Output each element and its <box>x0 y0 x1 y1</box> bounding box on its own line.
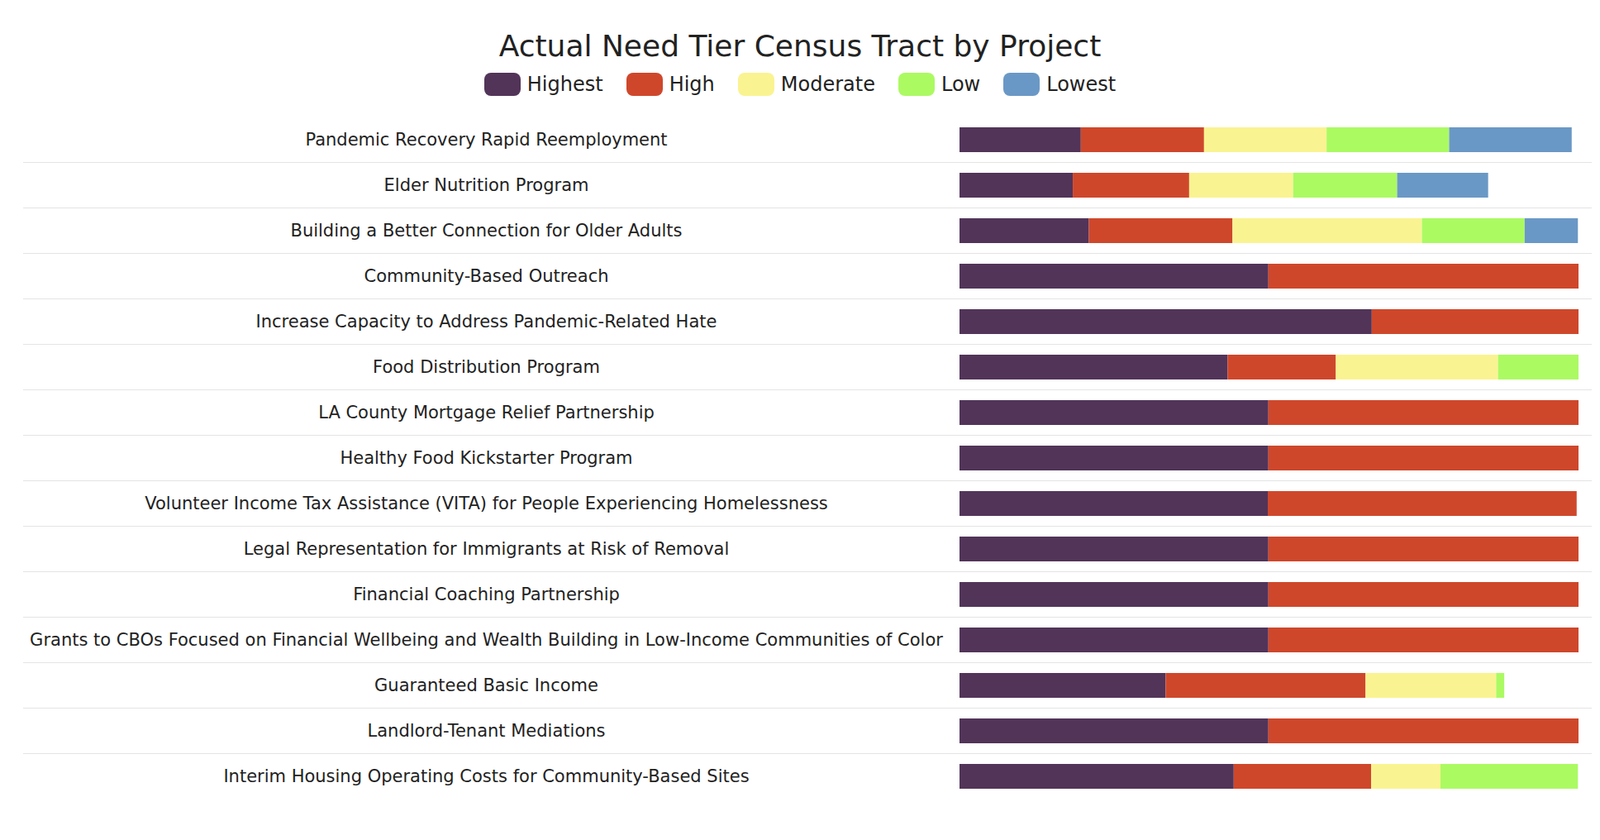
svg-text:Volunteer Income Tax Assistanc: Volunteer Income Tax Assistance (VITA) f… <box>144 493 829 514</box>
svg-text:Financial Coaching Partnership: Financial Coaching Partnership <box>352 584 620 605</box>
svg-text:Healthy Food Kickstarter Progr: Healthy Food Kickstarter Program <box>339 447 633 468</box>
svg-text:Food Distribution Program: Food Distribution Program <box>372 357 600 377</box>
svg-text:LA County Mortgage Relief Part: LA County Mortgage Relief Partnership <box>318 402 655 423</box>
svg-text:Interim Housing Operating Cost: Interim Housing Operating Costs for Comm… <box>223 766 749 786</box>
html-text:High: High <box>669 72 715 96</box>
svg-text:Grants to CBOs Focused on Fina: Grants to CBOs Focused on Financial Well… <box>29 629 943 650</box>
html-text:Lowest: Lowest <box>1046 72 1116 96</box>
html-text:Highest: Highest <box>527 72 604 96</box>
svg-text:Legal Representation for Immig: Legal Representation for Immigrants at R… <box>243 538 730 559</box>
svg-text:Community-Based Outreach: Community-Based Outreach <box>363 266 609 286</box>
svg-text:Pandemic Recovery Rapid Reempl: Pandemic Recovery Rapid Reemployment <box>304 129 667 150</box>
svg-text:Elder Nutrition Program: Elder Nutrition Program <box>384 175 590 196</box>
html-text:Low: Low <box>941 72 981 96</box>
html-text:Actual Need Tier Census Tract: Actual Need Tier Census Tract by Project <box>498 28 1102 63</box>
svg-text:Guaranteed Basic Income: Guaranteed Basic Income <box>374 675 599 696</box>
svg-text:Landlord-Tenant Mediations: Landlord-Tenant Mediations <box>367 720 606 741</box>
svg-text:Building a Better Connection f: Building a Better Connection for Older A… <box>290 220 682 241</box>
svg-text:Increase Capacity to Address P: Increase Capacity to Address Pandemic-Re… <box>256 311 718 332</box>
html-text:Moderate: Moderate <box>780 72 876 96</box>
